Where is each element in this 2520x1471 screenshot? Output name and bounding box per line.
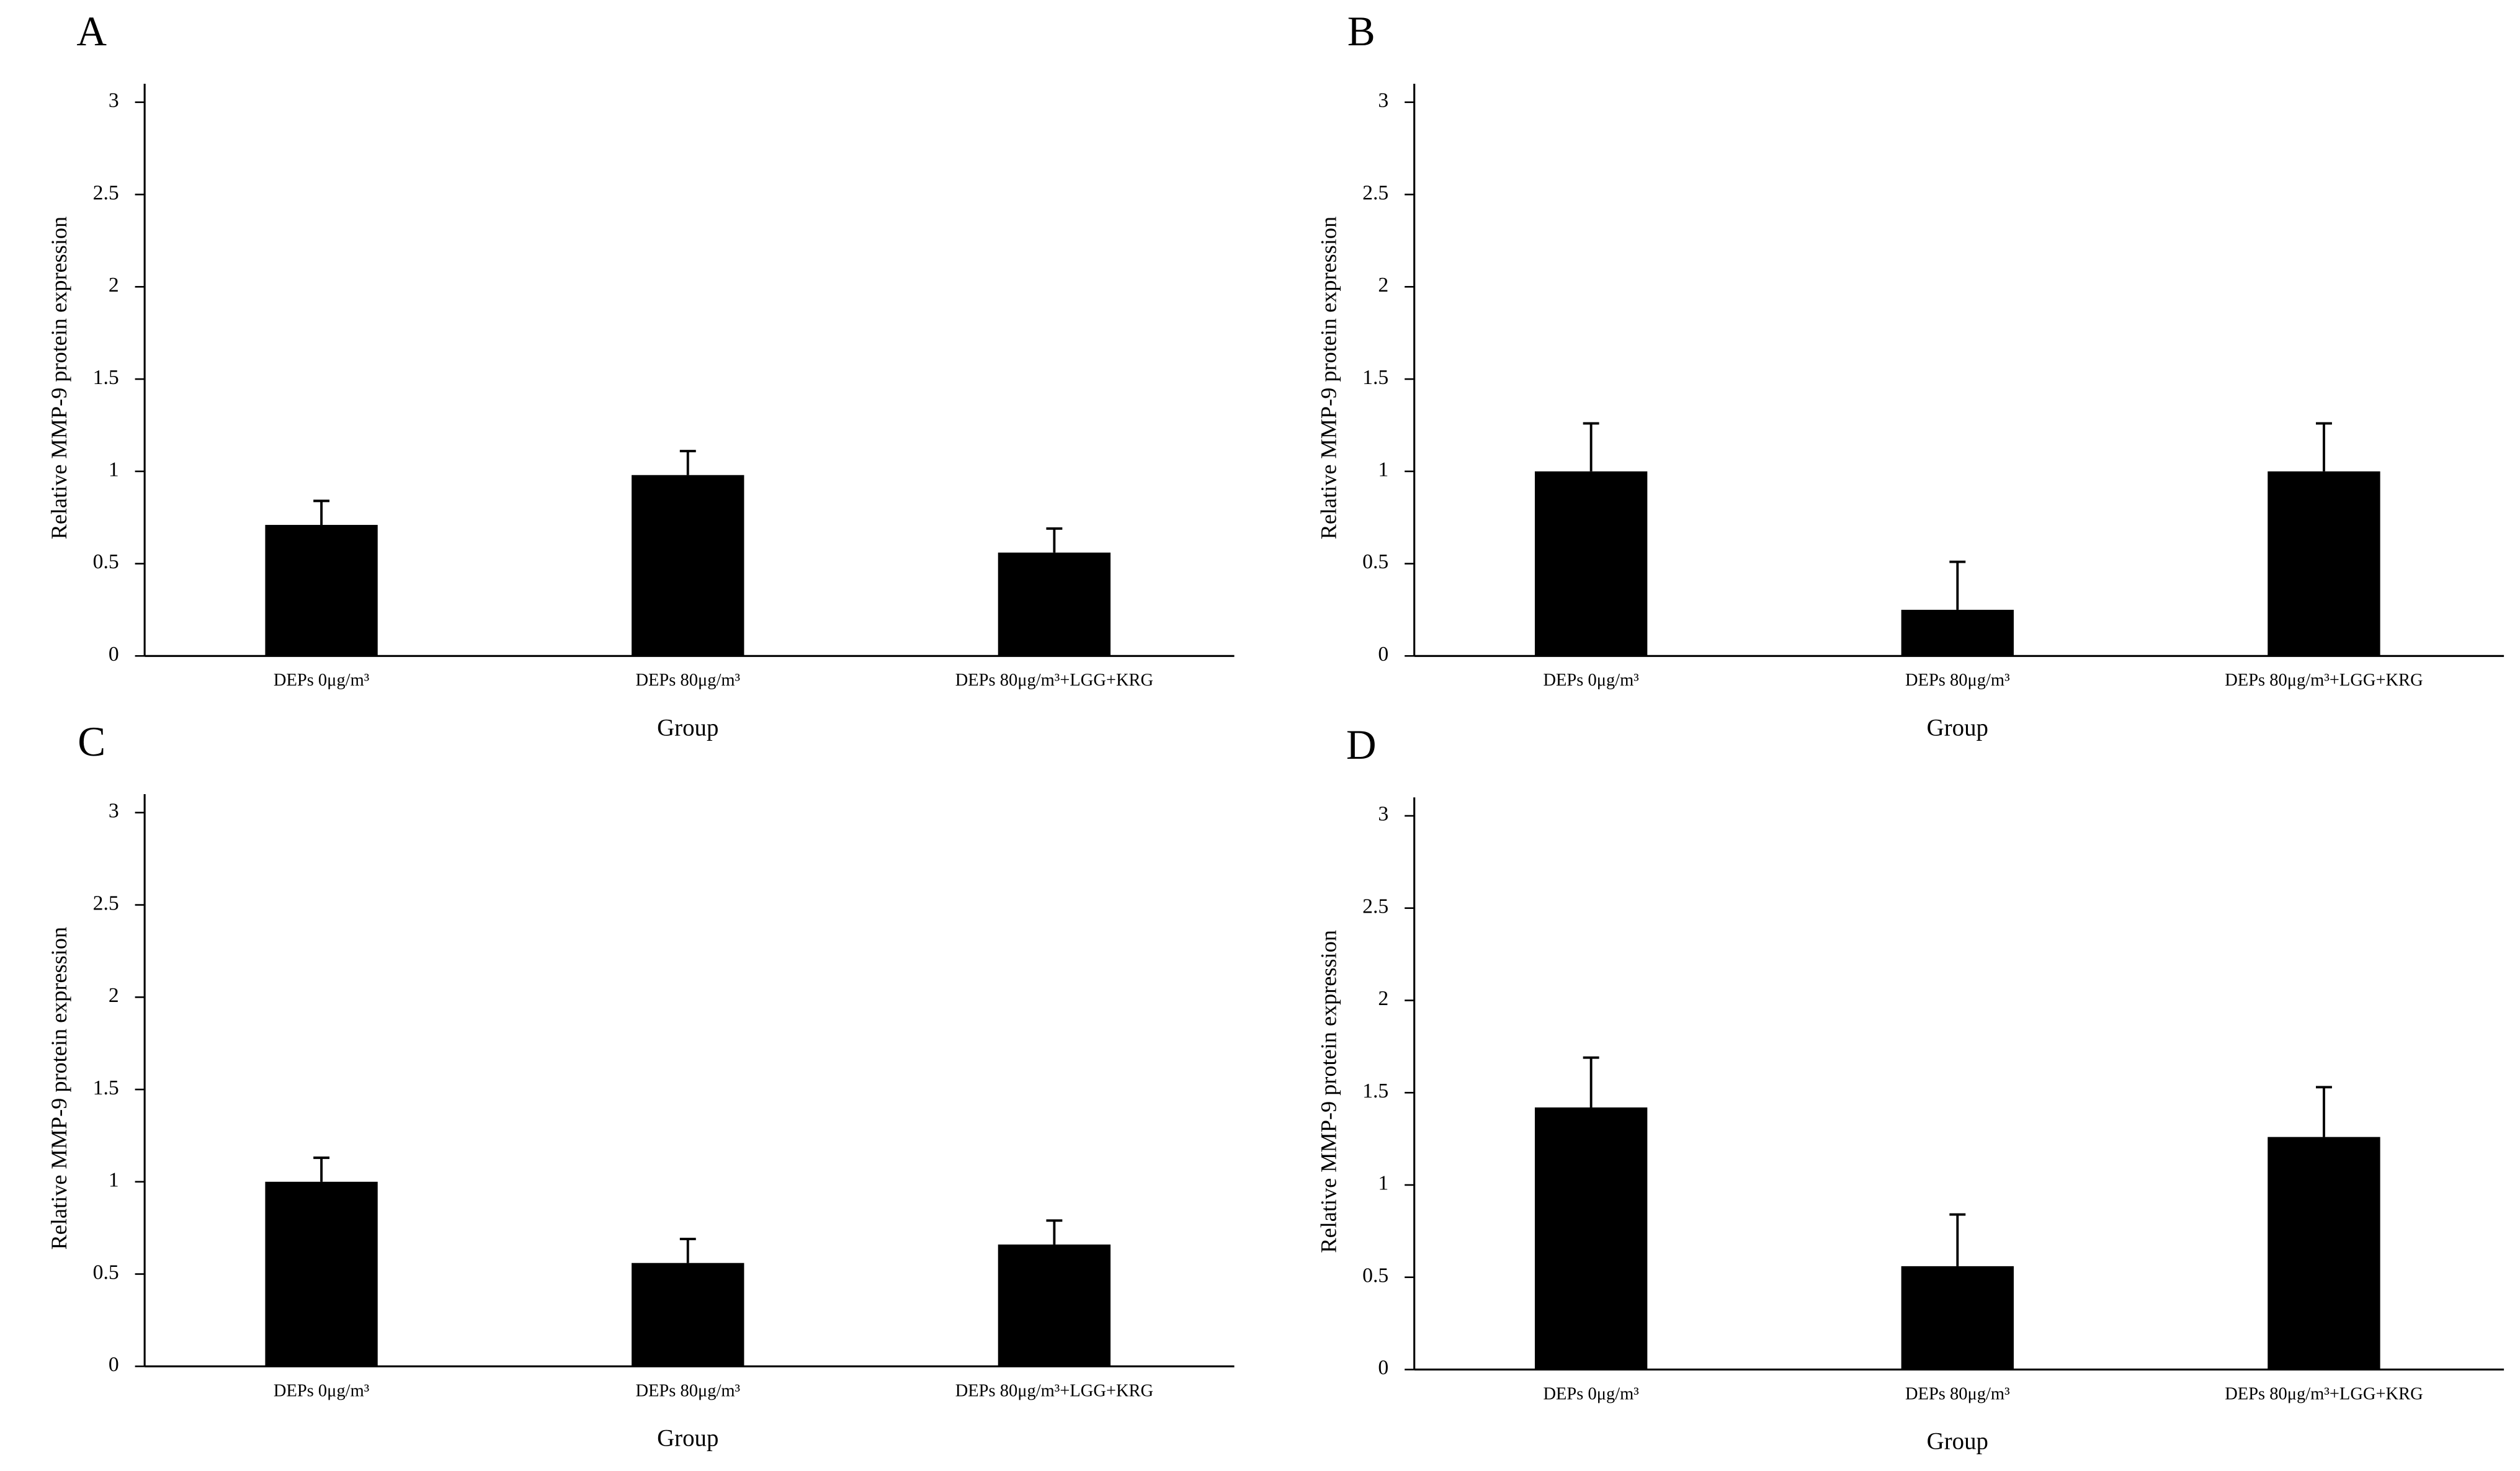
panel-label: D [1346, 722, 1377, 768]
x-tick-label: DEPs 0μg/m³ [274, 671, 369, 690]
panel-label: A [76, 8, 107, 55]
y-tick-label: 2.5 [93, 181, 119, 204]
y-axis-label: Relative MMP-9 protein expression [1316, 930, 1341, 1253]
x-axis-label: Group [1927, 1428, 1988, 1455]
y-tick-label: 0.5 [93, 550, 119, 573]
panel-label: C [78, 718, 105, 765]
y-tick-label: 2.5 [1362, 181, 1388, 204]
y-tick-label: 1.5 [1362, 1080, 1388, 1102]
y-axis-label: Relative MMP-9 protein expression [47, 927, 71, 1250]
x-axis-label: Group [657, 1424, 718, 1451]
y-axis-label: Relative MMP-9 protein expression [47, 217, 71, 540]
y-axis-label: Relative MMP-9 protein expression [1316, 217, 1341, 540]
y-tick-label: 1.5 [93, 1076, 119, 1099]
panel: D Relative MMP-9 protein expression Group 0… [1316, 722, 2504, 1455]
y-tick-label: 2 [1378, 274, 1388, 297]
x-axis-label: Group [1927, 714, 1988, 741]
y-tick-label: 1 [109, 458, 119, 481]
y-tick-label: 2 [1378, 987, 1388, 1010]
x-tick-label: DEPs 80μg/m³ [1905, 1384, 2010, 1403]
bar [265, 525, 378, 656]
x-tick-label: DEPs 80μg/m³+LGG+KRG [955, 1381, 1153, 1400]
bar [998, 552, 1111, 656]
x-tick-label: DEPs 80μg/m³ [635, 671, 740, 690]
x-tick-label: DEPs 0μg/m³ [1543, 1384, 1638, 1403]
y-tick-label: 0 [109, 643, 119, 666]
x-tick-label: DEPs 80μg/m³ [635, 1381, 740, 1400]
bar [632, 475, 744, 656]
y-tick-label: 1.5 [1362, 366, 1388, 389]
x-tick-label: DEPs 80μg/m³ [1905, 671, 2010, 690]
y-tick-label: 1.5 [93, 366, 119, 389]
y-tick-label: 1 [109, 1169, 119, 1192]
y-tick-label: 0 [1378, 1356, 1388, 1379]
panel-label: B [1347, 8, 1375, 55]
bar [2268, 1137, 2380, 1370]
panel: A Relative MMP-9 protein expression Group 0… [47, 8, 1235, 741]
y-tick-label: 2.5 [1362, 895, 1388, 918]
bar [1901, 609, 2014, 656]
y-tick-label: 0 [1378, 643, 1388, 666]
y-tick-label: 0 [109, 1353, 119, 1376]
y-tick-label: 3 [1378, 89, 1388, 112]
bar [265, 1181, 378, 1367]
x-tick-label: DEPs 80μg/m³+LGG+KRG [955, 671, 1153, 690]
panel: B Relative MMP-9 protein expression Group 0… [1316, 8, 2504, 741]
y-tick-label: 1 [1378, 1172, 1388, 1195]
x-tick-label: DEPs 0μg/m³ [1543, 671, 1638, 690]
bar [1901, 1266, 2014, 1370]
x-tick-label: DEPs 80μg/m³+LGG+KRG [2225, 671, 2423, 690]
y-tick-label: 0.5 [93, 1261, 119, 1284]
y-tick-label: 0.5 [1362, 1264, 1388, 1287]
x-axis-label: Group [657, 714, 718, 741]
bar [1534, 1107, 1648, 1370]
panel: C Relative MMP-9 protein expression Group 0… [47, 718, 1235, 1451]
y-tick-label: 3 [1378, 803, 1388, 826]
bar [998, 1244, 1111, 1367]
y-tick-label: 0.5 [1362, 550, 1388, 573]
y-tick-label: 3 [109, 800, 119, 823]
y-tick-label: 2.5 [93, 892, 119, 914]
x-tick-label: DEPs 80μg/m³+LGG+KRG [2225, 1384, 2423, 1403]
bar [2268, 471, 2380, 656]
y-tick-label: 1 [1378, 458, 1388, 481]
bar [632, 1263, 744, 1367]
bar [1534, 471, 1648, 656]
x-tick-label: DEPs 0μg/m³ [274, 1381, 369, 1400]
y-tick-label: 2 [109, 274, 119, 297]
y-tick-label: 3 [109, 89, 119, 112]
y-tick-label: 2 [109, 984, 119, 1007]
